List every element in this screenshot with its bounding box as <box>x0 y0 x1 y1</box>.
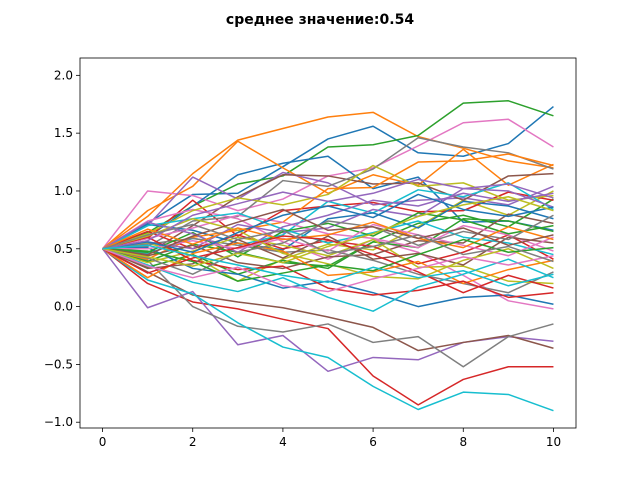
y-tick-label: −0.5 <box>44 357 73 371</box>
series-line-30 <box>102 212 554 256</box>
series-line-35 <box>102 192 554 253</box>
series-line-41 <box>102 193 554 253</box>
series-line-23 <box>102 217 554 267</box>
series-line-22 <box>102 153 554 260</box>
series-line-49 <box>102 196 554 267</box>
series-line-29 <box>102 236 554 285</box>
series-line-47 <box>102 248 554 293</box>
series-line-45 <box>102 178 554 250</box>
y-axis: −1.0 −0.5 0.0 0.5 1.0 1.5 2.0 <box>44 68 80 429</box>
series-line-50 <box>102 244 554 287</box>
y-tick-label: 0.5 <box>54 242 73 256</box>
series-line-46 <box>102 208 554 256</box>
series-line-32 <box>102 242 554 285</box>
y-tick-label: 1.5 <box>54 126 73 140</box>
chart-title: среднее значение:0.54 <box>226 12 414 28</box>
series-line-11 <box>102 155 554 250</box>
x-tick-label: 2 <box>189 435 197 449</box>
y-tick-label: 2.0 <box>54 68 73 82</box>
series-line-15 <box>102 171 554 250</box>
x-tick-label: 10 <box>546 435 561 449</box>
series-line-43 <box>102 238 554 282</box>
series-line-8 <box>102 248 554 368</box>
series-line-37 <box>102 223 554 257</box>
y-tick-label: 0.0 <box>54 300 73 314</box>
series-line-48 <box>102 223 554 263</box>
series-line-27 <box>102 214 554 252</box>
x-axis: 0 2 4 6 8 10 <box>99 428 561 449</box>
plot-frame <box>79 57 577 429</box>
series-line-3 <box>102 100 554 250</box>
series-line-10 <box>102 248 554 412</box>
series-line-12 <box>102 140 554 250</box>
series-line-4 <box>102 248 554 406</box>
series-line-42 <box>102 221 554 250</box>
y-tick-label: 1.0 <box>54 184 73 198</box>
series-line-17 <box>102 208 554 310</box>
x-tick-label: 4 <box>279 435 287 449</box>
y-tick-label: −1.0 <box>44 415 73 429</box>
series-line-40 <box>102 248 554 312</box>
x-tick-label: 6 <box>369 435 377 449</box>
x-tick-label: 0 <box>99 435 107 449</box>
series-line-19 <box>102 164 554 250</box>
series-line-6 <box>102 248 554 352</box>
series-line-25 <box>102 187 554 250</box>
series-line-2 <box>102 111 554 250</box>
x-tick-label: 8 <box>459 435 467 449</box>
series-lines <box>101 100 554 412</box>
